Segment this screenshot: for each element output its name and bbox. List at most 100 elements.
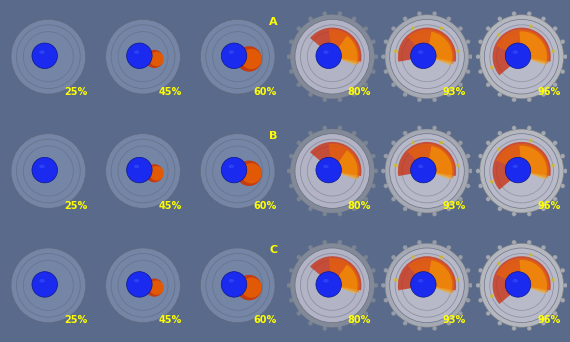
Circle shape xyxy=(291,244,374,327)
Circle shape xyxy=(512,326,516,331)
Circle shape xyxy=(289,298,294,303)
Circle shape xyxy=(553,197,557,201)
FancyBboxPatch shape xyxy=(287,240,378,331)
Circle shape xyxy=(486,255,490,260)
Ellipse shape xyxy=(512,165,518,168)
Circle shape xyxy=(391,255,396,260)
Circle shape xyxy=(439,27,443,30)
Ellipse shape xyxy=(323,279,329,282)
Text: 93%: 93% xyxy=(442,315,466,325)
Circle shape xyxy=(221,157,247,183)
Circle shape xyxy=(286,169,291,173)
Circle shape xyxy=(385,244,469,327)
FancyBboxPatch shape xyxy=(287,11,378,102)
Wedge shape xyxy=(427,146,453,180)
Circle shape xyxy=(390,248,465,323)
Circle shape xyxy=(410,157,436,183)
Circle shape xyxy=(352,92,356,97)
Circle shape xyxy=(381,54,385,59)
Circle shape xyxy=(458,311,463,316)
Circle shape xyxy=(417,97,422,102)
Circle shape xyxy=(296,141,301,145)
Ellipse shape xyxy=(418,279,424,282)
FancyBboxPatch shape xyxy=(3,240,94,331)
Text: 45%: 45% xyxy=(158,87,182,97)
Circle shape xyxy=(323,240,327,245)
Circle shape xyxy=(201,19,275,94)
FancyBboxPatch shape xyxy=(97,11,189,102)
FancyBboxPatch shape xyxy=(476,11,567,102)
Circle shape xyxy=(478,69,483,74)
Circle shape xyxy=(391,311,396,316)
Wedge shape xyxy=(398,142,456,176)
Wedge shape xyxy=(519,260,547,294)
Circle shape xyxy=(241,163,262,183)
Text: 96%: 96% xyxy=(537,315,560,325)
Circle shape xyxy=(364,311,368,316)
Ellipse shape xyxy=(39,165,44,168)
Circle shape xyxy=(498,131,502,135)
Circle shape xyxy=(371,39,376,44)
Circle shape xyxy=(105,134,180,208)
Circle shape xyxy=(432,240,437,245)
Circle shape xyxy=(541,207,545,211)
Circle shape xyxy=(127,43,152,68)
Circle shape xyxy=(553,82,557,87)
Circle shape xyxy=(505,43,531,68)
Ellipse shape xyxy=(229,50,234,54)
Wedge shape xyxy=(329,144,360,178)
Circle shape xyxy=(221,43,247,68)
Circle shape xyxy=(394,278,397,282)
Circle shape xyxy=(149,280,164,295)
Circle shape xyxy=(127,272,152,297)
Circle shape xyxy=(527,240,531,245)
Circle shape xyxy=(498,245,502,250)
Wedge shape xyxy=(310,28,361,62)
Circle shape xyxy=(553,141,557,145)
Text: 45%: 45% xyxy=(158,315,182,325)
Circle shape xyxy=(403,321,408,326)
Ellipse shape xyxy=(323,50,329,54)
Circle shape xyxy=(478,39,483,44)
Wedge shape xyxy=(332,36,358,65)
Circle shape xyxy=(323,326,327,331)
Circle shape xyxy=(308,131,313,135)
Ellipse shape xyxy=(134,50,140,54)
FancyBboxPatch shape xyxy=(381,126,473,216)
Circle shape xyxy=(432,126,437,130)
Circle shape xyxy=(551,164,555,167)
Wedge shape xyxy=(492,256,551,304)
Circle shape xyxy=(512,11,516,16)
Circle shape xyxy=(291,15,374,98)
Circle shape xyxy=(478,298,483,303)
Circle shape xyxy=(289,268,294,273)
Circle shape xyxy=(105,248,180,323)
Circle shape xyxy=(374,169,378,173)
Circle shape xyxy=(480,129,564,213)
Circle shape xyxy=(295,19,369,94)
Circle shape xyxy=(498,92,502,97)
Ellipse shape xyxy=(229,279,234,282)
Circle shape xyxy=(484,134,559,208)
Circle shape xyxy=(417,212,422,216)
Circle shape xyxy=(541,131,545,135)
FancyBboxPatch shape xyxy=(3,11,94,102)
Circle shape xyxy=(291,129,374,213)
Circle shape xyxy=(439,255,443,259)
Circle shape xyxy=(484,19,559,94)
Circle shape xyxy=(553,311,557,316)
Circle shape xyxy=(384,268,388,273)
Circle shape xyxy=(486,26,490,31)
Circle shape xyxy=(541,245,545,250)
Circle shape xyxy=(490,66,494,69)
Circle shape xyxy=(391,141,396,145)
Circle shape xyxy=(371,184,376,188)
Circle shape xyxy=(458,26,463,31)
Circle shape xyxy=(432,326,437,331)
Circle shape xyxy=(527,11,531,16)
Circle shape xyxy=(466,298,470,303)
Circle shape xyxy=(411,141,414,144)
Ellipse shape xyxy=(39,279,44,282)
Circle shape xyxy=(127,157,152,183)
Text: B: B xyxy=(270,131,278,141)
